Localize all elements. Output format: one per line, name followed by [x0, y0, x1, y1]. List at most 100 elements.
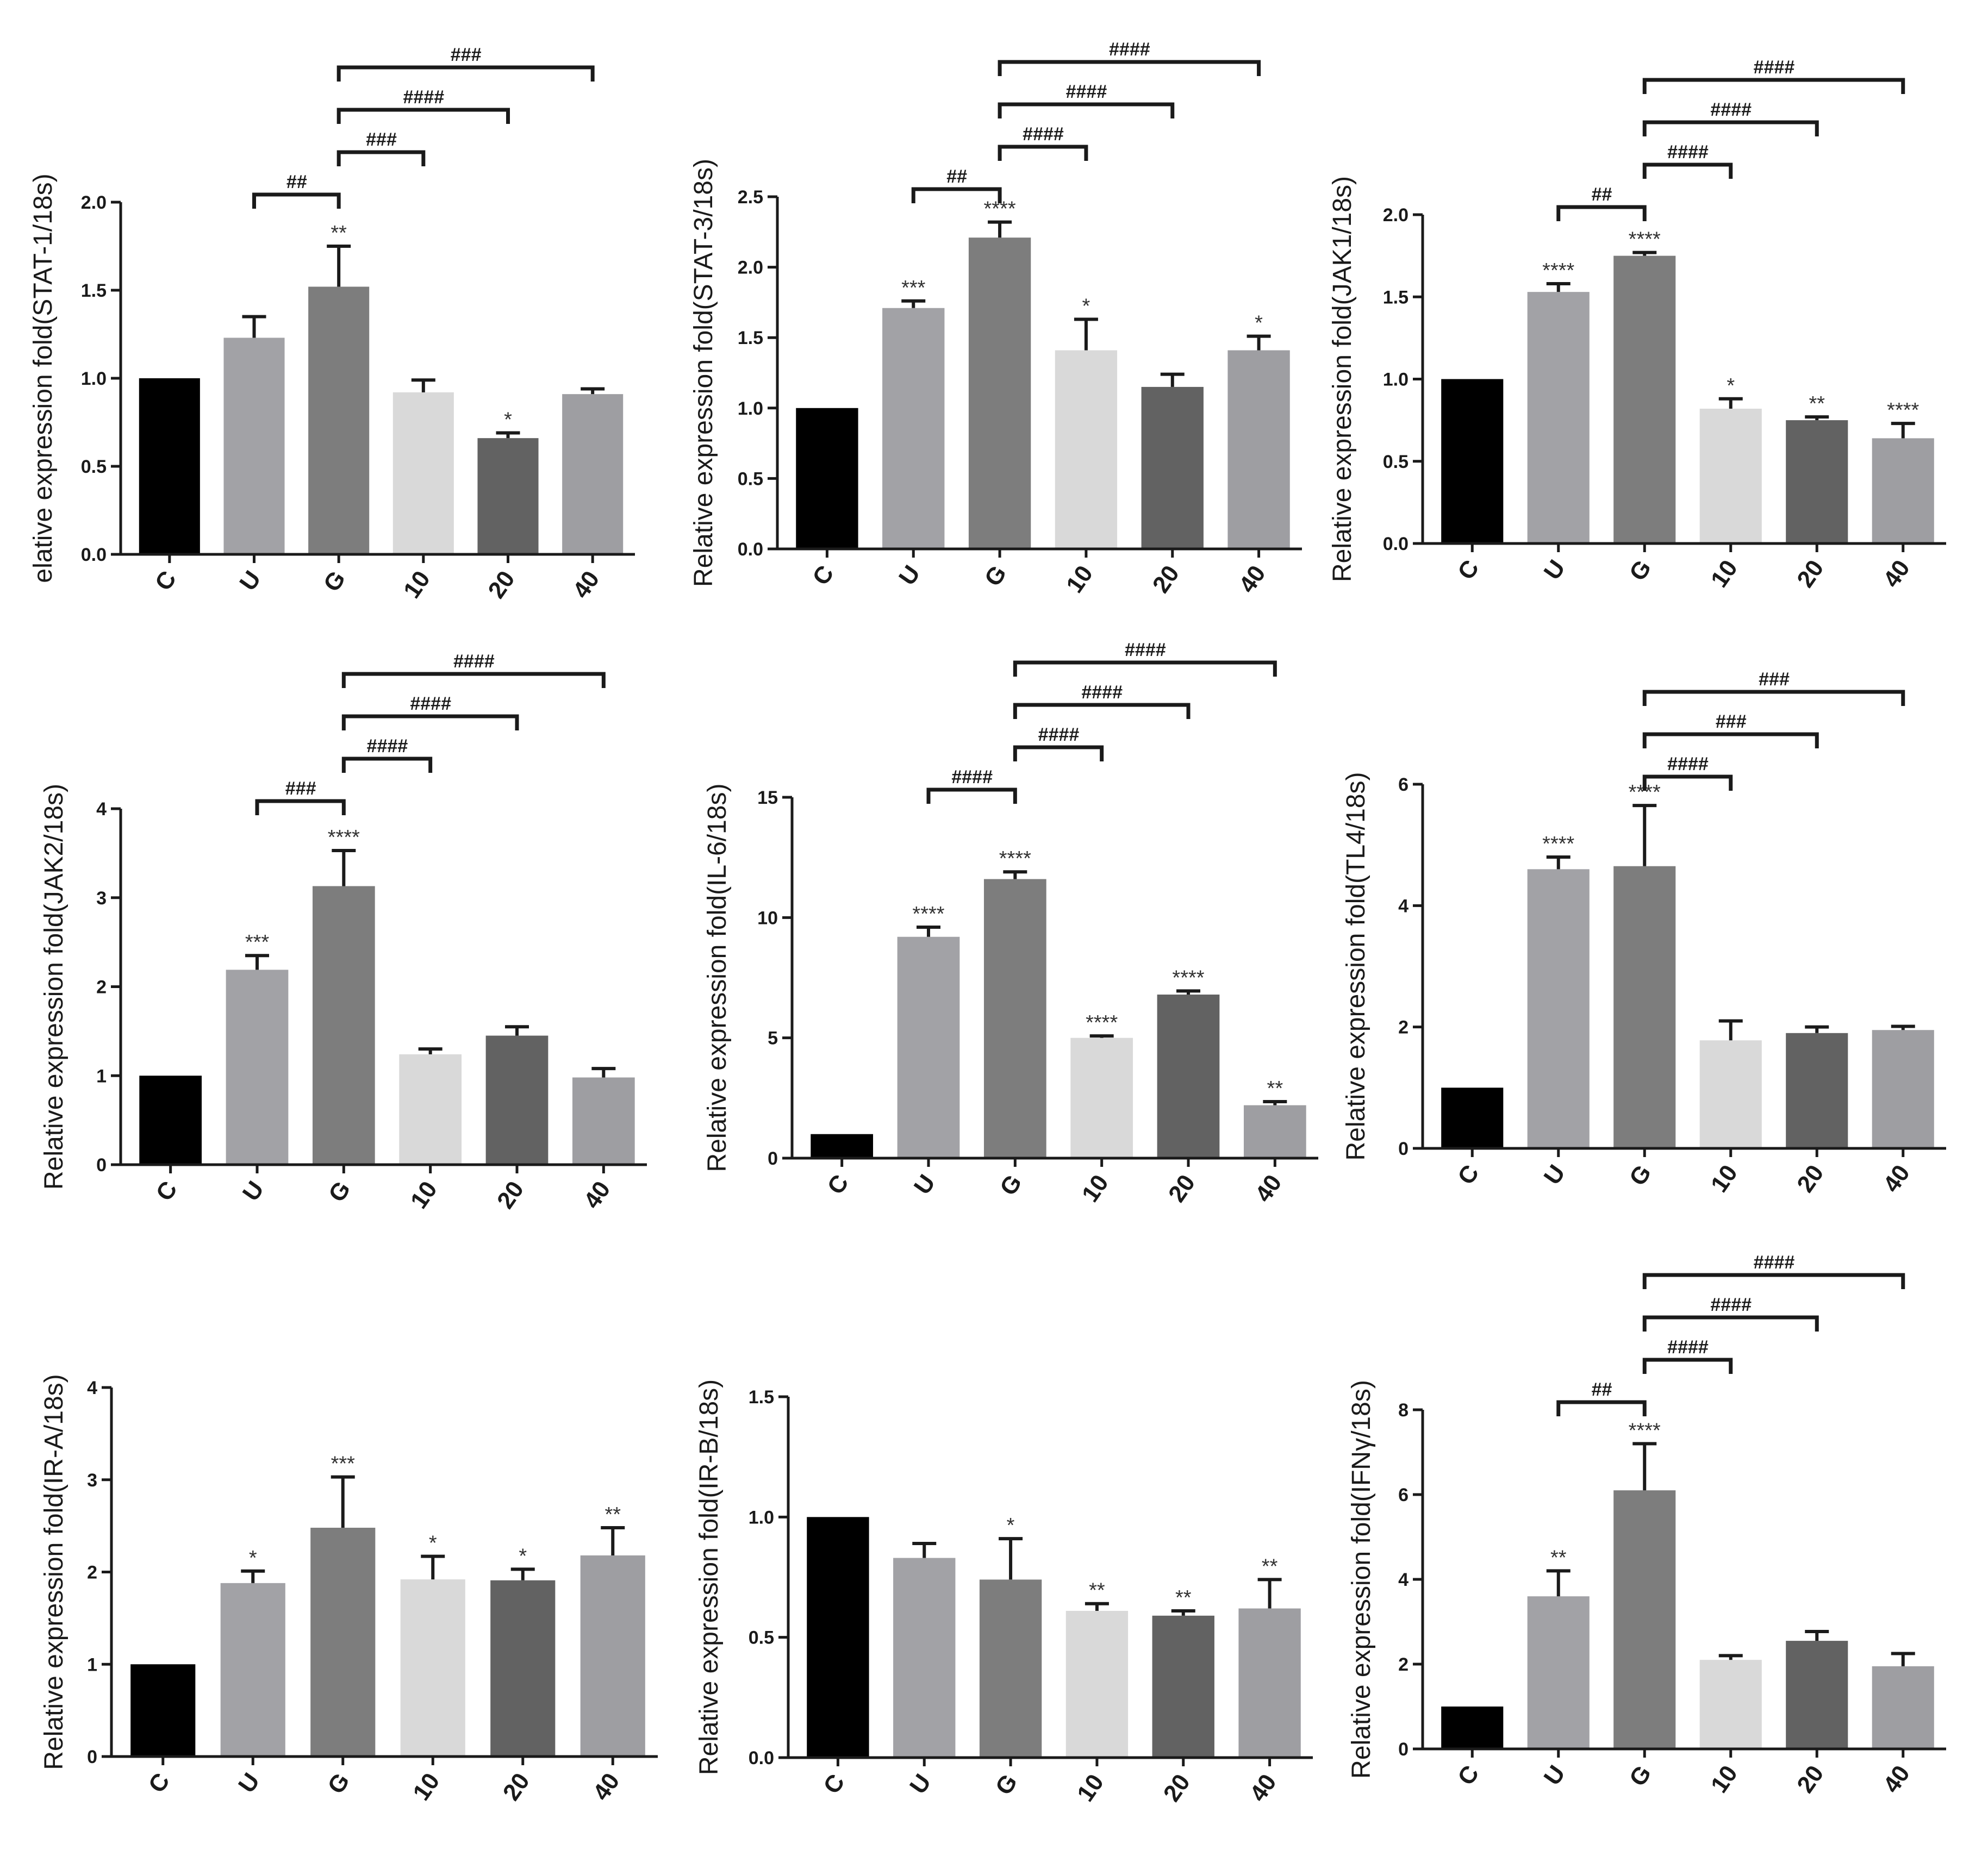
x-tick-label-10: 10	[1706, 555, 1743, 592]
significance-star-G: ****	[328, 826, 360, 849]
bar-40	[1872, 1030, 1934, 1148]
bar-20	[1786, 1033, 1848, 1148]
y-tick-label: 8	[1398, 1400, 1409, 1421]
bar-U	[1527, 869, 1590, 1148]
comparison-bracket	[1013, 660, 1277, 677]
significance-star-U: **	[1550, 1546, 1567, 1569]
bar-C	[1441, 1088, 1504, 1148]
y-tick-label: 10	[757, 908, 778, 928]
chart-panel-2: *********0.00.51.01.52.02.5C U G 10 20 40Rela…	[689, 39, 1302, 598]
y-tick-label: 0.0	[81, 545, 107, 565]
x-tick-label-20: 20	[492, 1177, 529, 1214]
bracket-label: ####	[1753, 1252, 1794, 1273]
x-tick-label-40: 40	[1245, 1770, 1282, 1807]
comparison-bracket	[252, 192, 341, 209]
bar-G	[1613, 255, 1676, 543]
comparison-bracket	[336, 108, 510, 124]
bar-20	[1786, 1641, 1848, 1749]
x-tick-label-20: 20	[1792, 555, 1829, 592]
bracket-label: ####	[403, 87, 444, 108]
bracket-label: ##	[1591, 184, 1612, 205]
x-tick-label-10: 10	[1061, 561, 1098, 598]
bar-G	[983, 879, 1046, 1158]
x-tick-label-20: 20	[498, 1768, 535, 1805]
significance-star-U: ****	[1542, 833, 1574, 855]
x-tick-label-20: 20	[1792, 1160, 1829, 1197]
y-tick-label: 3	[87, 1470, 97, 1491]
bar-C	[1441, 379, 1504, 543]
y-tick-label: 4	[87, 1378, 97, 1398]
bracket-label: ####	[1125, 640, 1166, 660]
comparison-bracket	[1642, 162, 1733, 179]
bracket-label: ####	[1081, 682, 1123, 703]
x-tick-label-10: 10	[408, 1768, 445, 1805]
x-tick-label-G: G	[990, 1770, 1023, 1800]
significance-star-U: ****	[912, 903, 944, 926]
x-tick-label-G: G	[1624, 1761, 1657, 1791]
bracket-label: ####	[1065, 82, 1107, 102]
bar-10	[400, 1579, 465, 1757]
x-tick-label-40: 40	[588, 1768, 625, 1805]
comparison-bracket	[341, 757, 433, 773]
bracket-label: ####	[453, 651, 495, 672]
bracket-label: ####	[410, 693, 451, 714]
x-tick-label-40: 40	[1878, 1160, 1915, 1197]
bracket-label: ####	[1667, 754, 1709, 774]
y-tick-label: 2.0	[738, 258, 763, 278]
bracket-label: ###	[1715, 711, 1746, 732]
bracket-label: ####	[1753, 57, 1794, 78]
x-tick-label-20: 20	[1148, 561, 1185, 598]
x-tick-label-C: C	[1453, 555, 1484, 585]
significance-star-U: ***	[245, 931, 270, 954]
y-tick-label: 2	[1398, 1017, 1409, 1038]
bar-40	[572, 1077, 635, 1165]
y-tick-label: 0.5	[749, 1628, 774, 1648]
x-tick-label-20: 20	[1792, 1761, 1829, 1798]
comparison-bracket	[998, 60, 1261, 76]
y-tick-label: 3	[96, 888, 107, 909]
bar-20	[490, 1580, 556, 1757]
y-tick-label: 2	[87, 1562, 97, 1583]
y-tick-label: 1.5	[81, 280, 107, 301]
y-tick-label: 0.0	[738, 539, 763, 560]
y-axis-title: Relative expression fold(IR-B/18s)	[695, 1379, 724, 1775]
bar-40	[1872, 438, 1934, 543]
bar-10	[1065, 1610, 1129, 1758]
bar-U	[226, 970, 289, 1165]
y-tick-label: 1.0	[749, 1507, 774, 1528]
bracket-label: ####	[1038, 724, 1079, 745]
y-tick-label: 15	[757, 788, 778, 808]
x-tick-label-U: U	[238, 1177, 269, 1206]
significance-star-G: **	[331, 222, 347, 245]
significance-star-20: **	[1809, 392, 1825, 415]
x-tick-label-40: 40	[1234, 561, 1271, 598]
bar-C	[139, 378, 200, 554]
significance-star-10: *	[429, 1532, 437, 1555]
x-tick-label-U: U	[894, 561, 925, 590]
comparison-bracket	[1642, 1273, 1905, 1289]
y-tick-label: 4	[96, 799, 107, 820]
y-axis-title: Relative expression fold(TL4/18s)	[1342, 772, 1370, 1160]
bar-U	[1527, 1596, 1590, 1749]
significance-star-G: ****	[999, 847, 1031, 870]
bar-40	[1227, 350, 1290, 549]
y-tick-label: 0.0	[749, 1748, 774, 1768]
significance-star-20: *	[504, 408, 512, 431]
comparison-bracket	[1642, 78, 1905, 94]
bar-C	[796, 408, 858, 549]
y-tick-label: 2.0	[1383, 205, 1409, 226]
significance-star-20: **	[1175, 1586, 1192, 1609]
x-tick-label-G: G	[995, 1170, 1027, 1201]
x-tick-label-C: C	[818, 1770, 850, 1799]
y-axis-title: elative expression fold(STAT-1/18s)	[29, 173, 58, 583]
y-tick-label: 0	[96, 1155, 107, 1176]
comparison-bracket	[1013, 703, 1191, 719]
y-tick-label: 1.5	[1383, 287, 1409, 308]
x-tick-label-40: 40	[1878, 555, 1915, 592]
bar-G	[310, 1528, 376, 1757]
